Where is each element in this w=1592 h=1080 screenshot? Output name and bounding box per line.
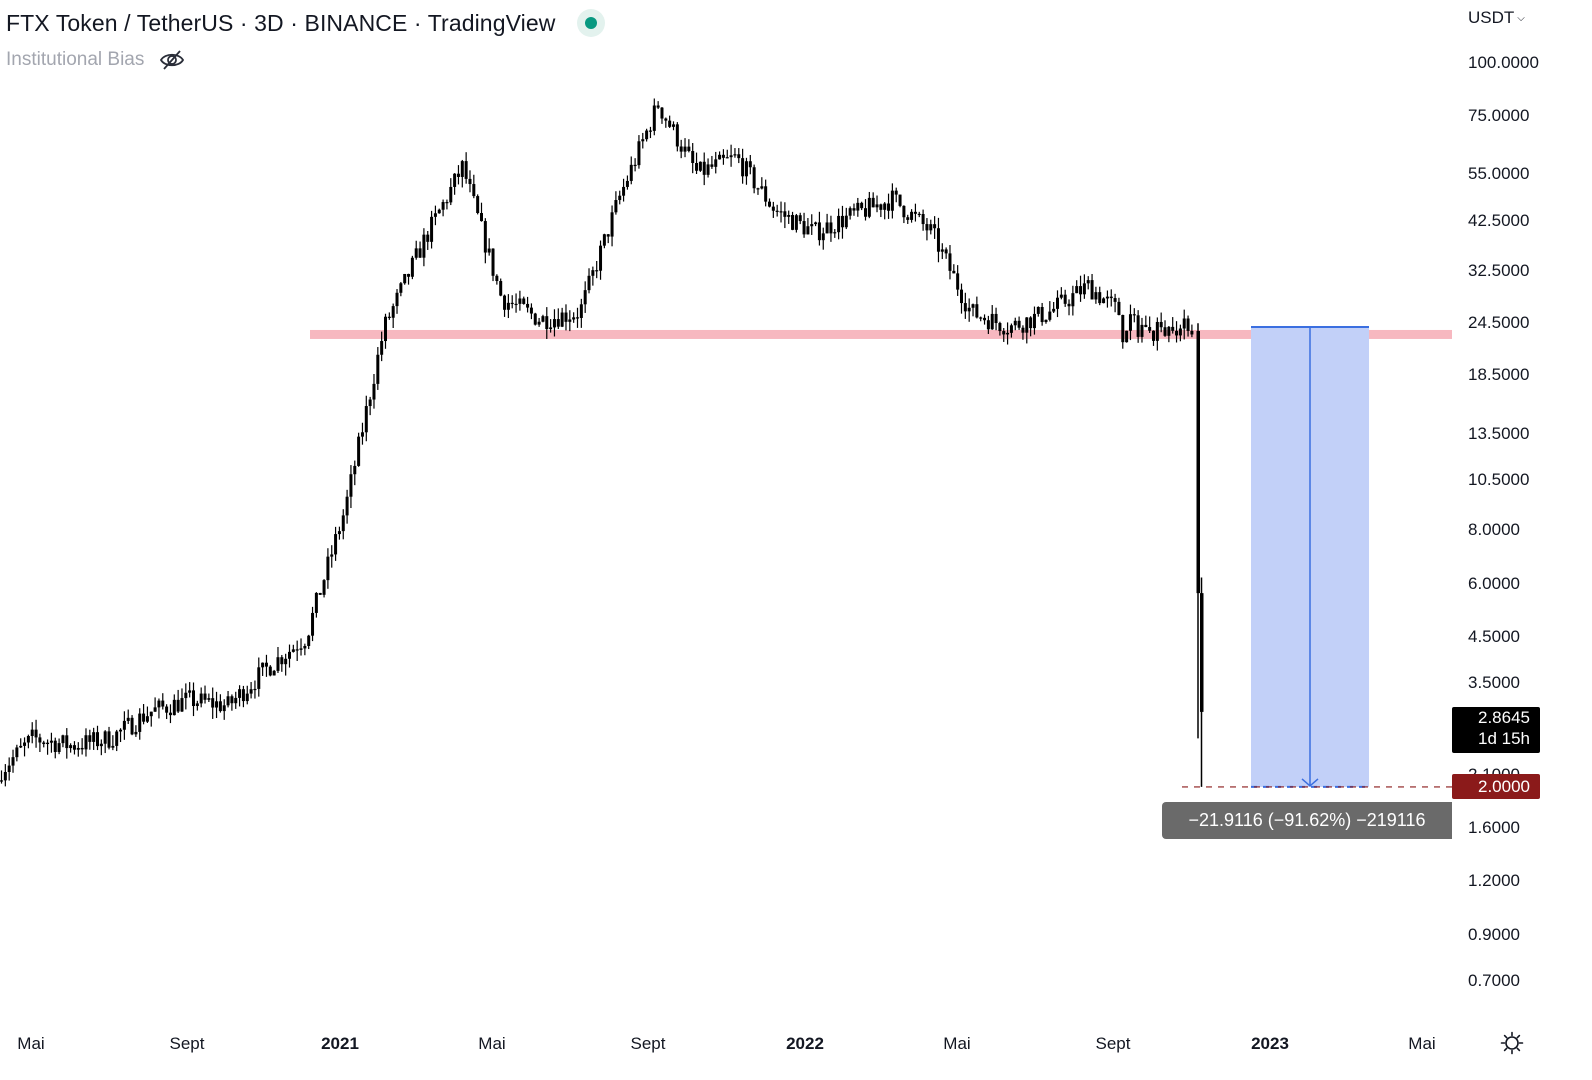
price-tick: 10.5000 [1468,470,1530,490]
time-tick-month: Mai [478,1034,506,1053]
support-zone[interactable] [310,329,1452,339]
time-tick-month: Sept [630,1034,666,1053]
time-tick-year: 2023 [1251,1034,1289,1053]
market-status-indicator[interactable] [577,9,606,37]
time-tick-month: Mai [1408,1034,1436,1053]
price-tick: 0.9000 [1468,924,1520,944]
sun-settings-icon[interactable] [1500,1031,1524,1055]
price-tick: 75.0000 [1468,106,1530,126]
price-tick: 1.2000 [1468,871,1520,891]
price-tick: 1.6000 [1468,818,1520,838]
last-price-value: 2.8645 [1478,708,1530,727]
price-tick: 100.0000 [1468,53,1539,72]
price-tick: 24.5000 [1468,313,1530,333]
support-zone-band[interactable] [310,329,1452,339]
time-tick-year: 2021 [321,1034,359,1053]
price-tick: 6.0000 [1468,573,1520,593]
time-tick-month: Sept [169,1034,205,1053]
chart-header: FTX Token / TetherUS · 3D · BINANCE · Tr… [6,6,606,40]
candlestick-series [0,98,1204,787]
price-range-measure[interactable] [1182,326,1452,788]
chevron-down-icon: ⌵ [1517,12,1525,24]
arrow-down-icon [1301,778,1319,787]
price-tick: 13.5000 [1468,423,1530,443]
indicator-name[interactable]: Institutional Bias [6,49,145,70]
time-tick-month: Sept [1095,1034,1131,1053]
currency-selector[interactable]: USDT ⌵ [1468,8,1525,28]
eye-hidden-icon[interactable] [158,49,186,71]
time-tick-year: 2022 [786,1034,824,1053]
time-tick-month: Mai [17,1034,45,1053]
target-price-label: 2.0000 [1452,774,1540,799]
bar-countdown: 1d 15h [1478,729,1530,748]
price-tick: 0.7000 [1468,971,1520,991]
last-price-label: 2.8645 1d 15h [1452,707,1540,753]
price-tick: 55.0000 [1468,163,1530,183]
indicator-legend: Institutional Bias [6,46,186,74]
price-tick: 32.5000 [1468,260,1530,280]
market-open-dot-icon [585,17,598,29]
symbol-title: FTX Token / TetherUS · 3D · BINANCE · Tr… [6,9,556,36]
price-tick: 3.5000 [1468,673,1520,693]
measure-result-label: −21.9116 (−91.62%) −219116 [1162,802,1452,839]
price-tick: 4.5000 [1468,626,1520,646]
price-tick: 8.0000 [1468,520,1520,540]
time-tick-month: Mai [943,1034,971,1053]
price-tick: 42.5000 [1468,211,1530,231]
price-tick: 18.5000 [1468,365,1530,385]
currency-label: USDT [1468,8,1515,27]
